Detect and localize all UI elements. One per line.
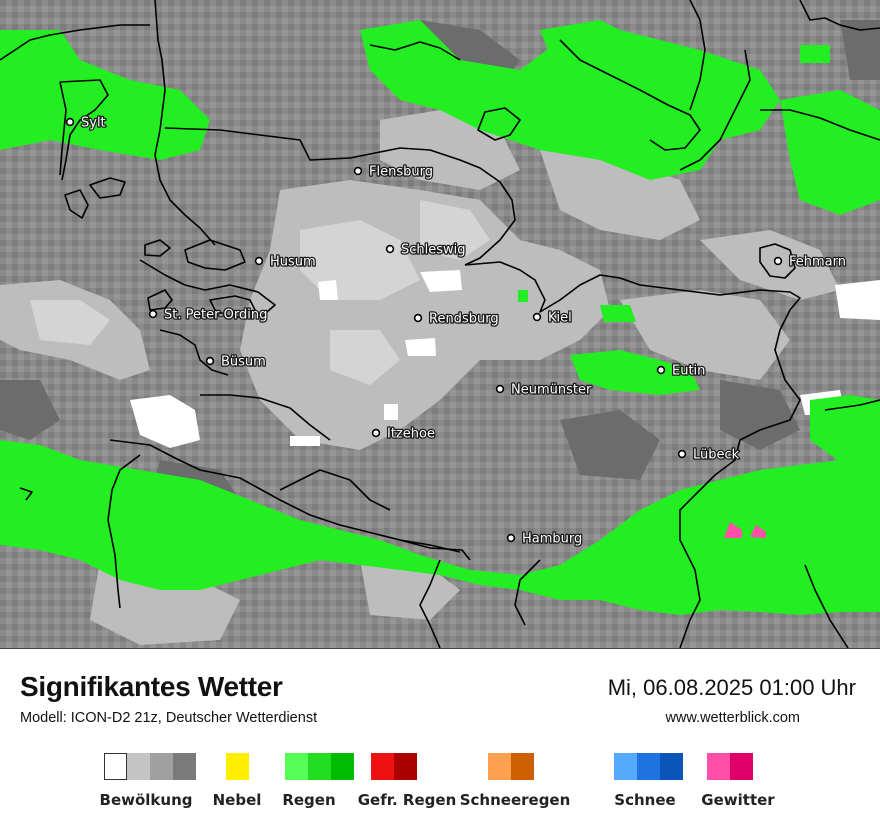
city-marker: Sylt — [65, 114, 107, 132]
legend-item — [488, 753, 534, 780]
city-label: Neumünster — [511, 383, 592, 398]
legend-swatches — [488, 753, 534, 780]
legend-swatch — [285, 753, 308, 780]
legend-swatch — [173, 753, 196, 780]
city-label: Kiel — [548, 311, 572, 326]
legend: Bewölkung Nebel Regen Gefr. Regen Schneerege… — [0, 753, 880, 823]
legend-swatch — [226, 753, 249, 780]
legend-swatch — [150, 753, 173, 780]
city-dot — [532, 312, 542, 322]
city-marker: Husum — [254, 253, 317, 271]
legend-swatches — [104, 753, 196, 780]
city-marker: Hamburg — [506, 530, 584, 548]
city-dot — [254, 256, 264, 266]
city-marker: Fehmarn — [773, 253, 847, 271]
legend-label: Regen — [282, 791, 336, 809]
city-dot — [385, 244, 395, 254]
city-marker: Kiel — [532, 309, 573, 327]
city-marker: Büsum — [205, 353, 267, 371]
legend-swatches — [285, 753, 354, 780]
legend-swatch — [127, 753, 150, 780]
legend-swatch — [730, 753, 753, 780]
legend-label: Gewitter — [701, 791, 775, 809]
city-marker: Itzehoe — [371, 425, 436, 443]
city-dot — [506, 533, 516, 543]
website-link[interactable]: www.wetterblick.com — [665, 710, 800, 726]
legend-item — [104, 753, 196, 780]
legend-swatch — [371, 753, 394, 780]
legend-swatch — [614, 753, 637, 780]
legend-swatch — [660, 753, 683, 780]
legend-swatch — [488, 753, 511, 780]
city-marker: Lübeck — [677, 446, 741, 464]
city-dot — [353, 166, 363, 176]
city-marker: St. Peter-Ording — [148, 306, 269, 324]
city-label: Büsum — [221, 355, 266, 370]
legend-swatches — [707, 753, 753, 780]
city-label: Fehmarn — [789, 255, 846, 270]
city-label: Rendsburg — [429, 312, 499, 327]
city-dot — [656, 365, 666, 375]
legend-swatch — [331, 753, 354, 780]
legend-swatch — [511, 753, 534, 780]
legend-item — [614, 753, 683, 780]
legend-label: Schnee — [614, 791, 676, 809]
city-dot — [65, 117, 75, 127]
city-marker: Eutin — [656, 362, 707, 380]
map-footer: Signifikantes Wetter Modell: ICON-D2 21z… — [0, 649, 880, 830]
forecast-datetime: Mi, 06.08.2025 01:00 Uhr — [607, 675, 856, 700]
city-marker: Schleswig — [385, 241, 467, 259]
legend-item — [707, 753, 753, 780]
city-label: Hamburg — [522, 532, 582, 547]
city-markers: Sylt Flensburg Schleswig Husum Fehmarn St. Pe… — [65, 114, 847, 548]
city-marker: Rendsburg — [413, 310, 500, 328]
cloud-layer-lighter — [30, 200, 490, 385]
city-label: Sylt — [81, 116, 106, 131]
legend-swatches — [371, 753, 417, 780]
city-label: Eutin — [672, 364, 705, 379]
city-dot — [677, 449, 687, 459]
legend-swatch — [707, 753, 730, 780]
legend-item — [226, 753, 249, 780]
city-dot — [413, 313, 423, 323]
map-title: Signifikantes Wetter — [20, 671, 283, 702]
legend-swatches — [226, 753, 249, 780]
legend-swatches — [614, 753, 683, 780]
city-label: St. Peter-Ording — [164, 308, 267, 323]
city-dot — [148, 309, 158, 319]
city-label: Flensburg — [369, 165, 433, 180]
legend-label: Nebel — [212, 791, 262, 809]
rain-areas — [0, 20, 880, 615]
legend-label: Gefr. Regen — [357, 791, 457, 809]
city-dot — [205, 356, 215, 366]
legend-label: Schneeregen — [459, 791, 571, 809]
city-label: Husum — [270, 255, 316, 270]
city-label: Lübeck — [693, 448, 740, 463]
model-source: Modell: ICON-D2 21z, Deutscher Wetterdie… — [20, 710, 318, 726]
legend-swatch — [637, 753, 660, 780]
legend-label: Bewölkung — [99, 791, 193, 809]
legend-swatch — [308, 753, 331, 780]
city-dot — [371, 428, 381, 438]
legend-item — [285, 753, 354, 780]
legend-swatch — [394, 753, 417, 780]
city-marker: Neumünster — [495, 381, 593, 399]
weather-map: Sylt Flensburg Schleswig Husum Fehmarn St. Pe… — [0, 0, 880, 649]
city-marker: Flensburg — [353, 163, 434, 181]
city-dot — [495, 384, 505, 394]
city-dot — [773, 256, 783, 266]
legend-swatch — [104, 753, 127, 780]
legend-item — [371, 753, 417, 780]
city-label: Itzehoe — [387, 427, 435, 442]
thunderstorm-areas — [724, 522, 766, 538]
coastlines — [0, 0, 880, 648]
city-label: Schleswig — [401, 243, 466, 258]
